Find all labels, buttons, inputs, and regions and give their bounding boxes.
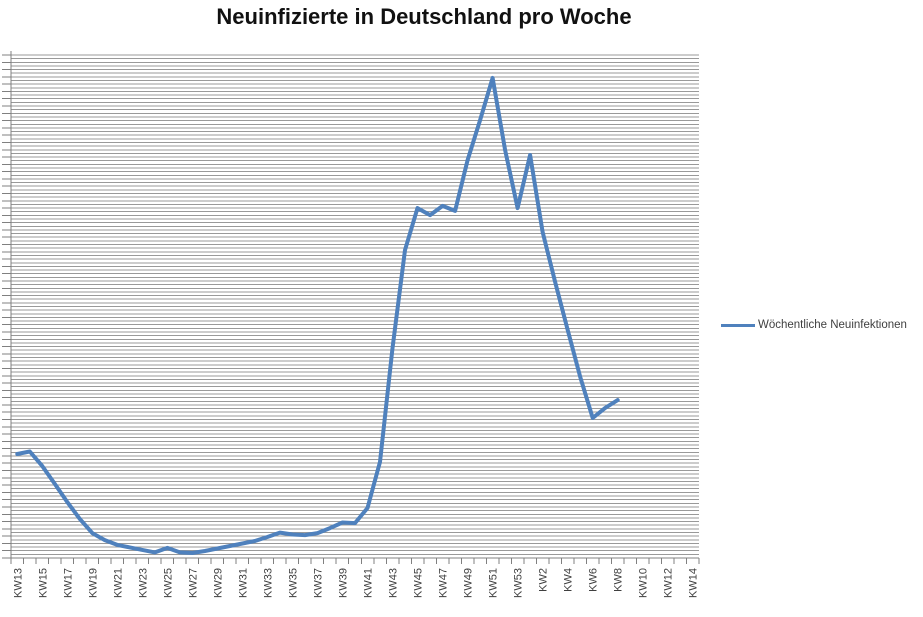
x-axis-tick-label: KW31 (237, 568, 249, 598)
x-axis-tick-label: KW45 (413, 568, 425, 598)
x-axis-tick-label: KW23 (137, 568, 149, 598)
x-axis-tick-label: KW49 (463, 568, 475, 598)
x-axis-tick-label: KW25 (162, 568, 174, 598)
legend-label: Wöchentliche Neuinfektionen (758, 319, 907, 331)
x-axis-tick-label: KW27 (187, 568, 199, 598)
x-axis-tick-label: KW12 (663, 568, 675, 598)
x-axis-tick-label: KW13 (12, 568, 24, 598)
chart-title: Neuinfizierte in Deutschland pro Woche (216, 4, 632, 29)
x-axis-tick-label: KW2 (538, 568, 550, 592)
x-axis-tick-label: KW10 (638, 568, 650, 598)
x-axis-tick-label: KW47 (438, 568, 450, 598)
x-axis-tick-label: KW53 (513, 568, 525, 598)
x-axis-tick-label: KW15 (37, 568, 49, 598)
x-axis-tick-label: KW33 (262, 568, 274, 598)
x-axis-tick-label: KW41 (363, 568, 375, 598)
x-axis-tick-label: KW35 (287, 568, 299, 598)
x-axis-tick-label: KW17 (62, 568, 74, 598)
x-axis-tick-label: KW21 (112, 568, 124, 598)
x-axis-tick-label: KW14 (688, 568, 700, 598)
x-axis-tick-label: KW43 (388, 568, 400, 598)
x-axis-tick-label: KW29 (212, 568, 224, 598)
x-axis-tick-label: KW6 (588, 568, 600, 592)
legend: Wöchentliche Neuinfektionen (721, 319, 921, 331)
x-axis-tick-label: KW39 (337, 568, 349, 598)
x-axis-tick-label: KW19 (87, 568, 99, 598)
legend-line-swatch (721, 323, 755, 327)
x-axis-tick-label: KW4 (563, 568, 575, 592)
x-axis-tick-label: KW51 (488, 568, 500, 598)
x-axis-tick-label: KW8 (613, 568, 625, 592)
x-axis-tick-label: KW37 (312, 568, 324, 598)
